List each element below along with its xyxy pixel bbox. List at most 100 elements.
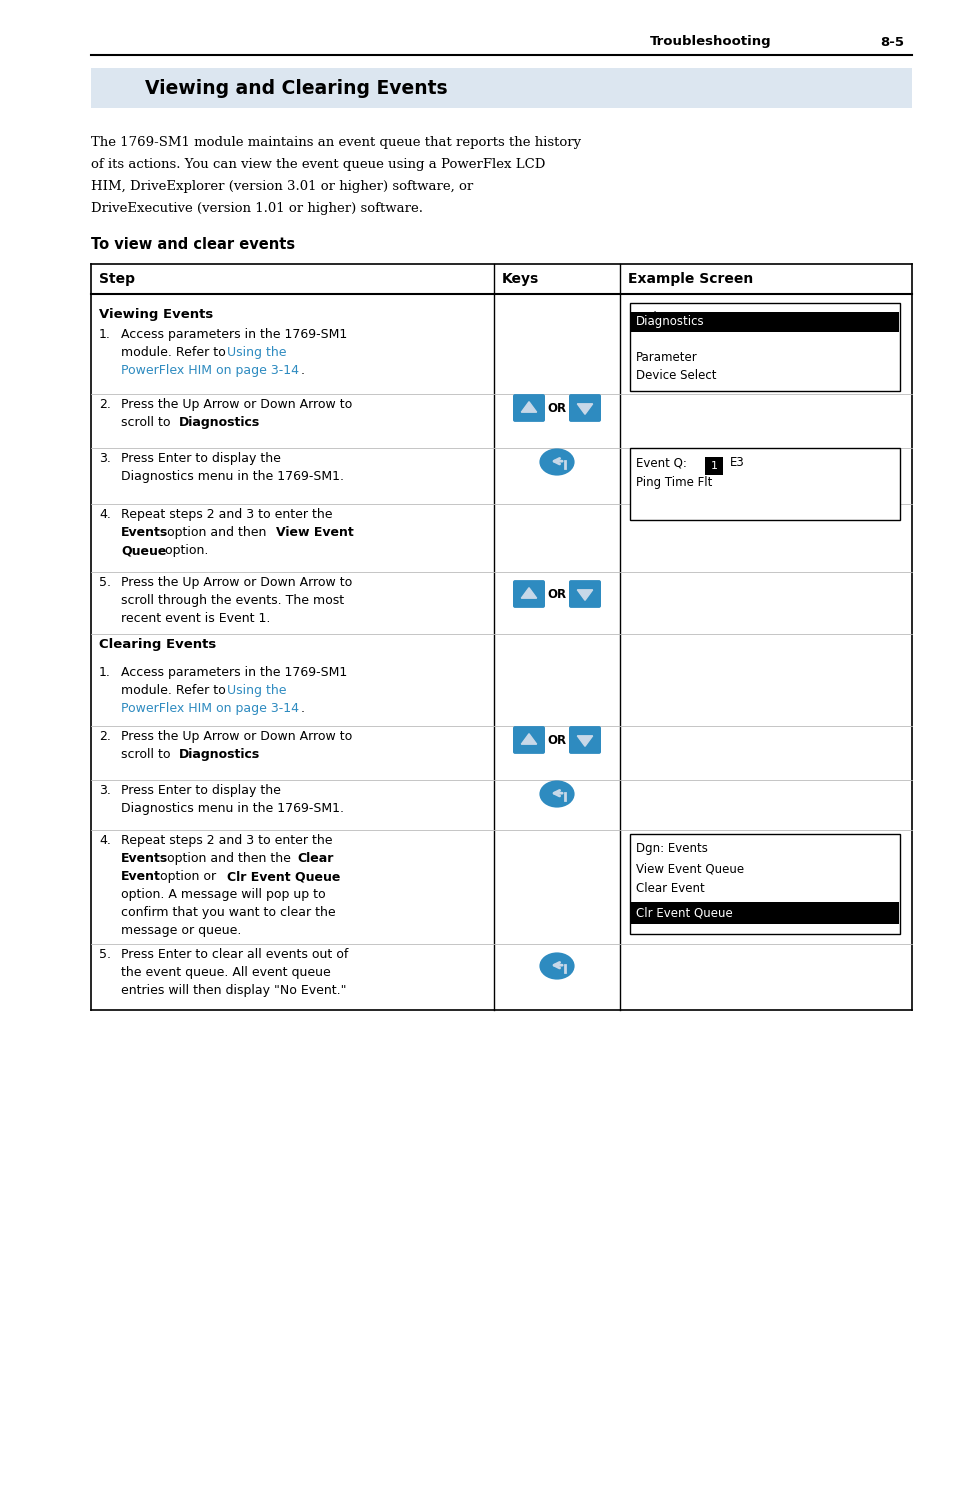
Text: Event Q:: Event Q: [636, 457, 698, 468]
Text: Keys: Keys [501, 272, 538, 286]
Text: Using the: Using the [227, 346, 286, 358]
Text: Access parameters in the 1769-SM1: Access parameters in the 1769-SM1 [121, 329, 347, 341]
Text: 1.: 1. [99, 329, 111, 341]
Text: Dgn: Events: Dgn: Events [636, 842, 707, 855]
Text: Diagnostics menu in the 1769-SM1.: Diagnostics menu in the 1769-SM1. [121, 801, 344, 815]
Text: Press Enter to display the: Press Enter to display the [121, 784, 280, 797]
Text: 1: 1 [710, 461, 717, 471]
Text: .: . [251, 748, 254, 761]
Text: .: . [251, 416, 254, 430]
Text: Example Screen: Example Screen [627, 272, 753, 286]
Polygon shape [577, 590, 592, 601]
Text: Queue: Queue [121, 544, 166, 558]
Text: Press the Up Arrow or Down Arrow to: Press the Up Arrow or Down Arrow to [121, 399, 352, 410]
Text: Clear: Clear [296, 852, 333, 865]
Polygon shape [520, 587, 537, 598]
Ellipse shape [538, 952, 574, 980]
Text: .: . [301, 364, 305, 378]
Text: 3.: 3. [99, 784, 111, 797]
Text: E3: E3 [729, 457, 744, 468]
Bar [91, 68, 911, 109]
Text: Viewing and Clearing Events: Viewing and Clearing Events [145, 79, 447, 98]
Text: 4.: 4. [99, 834, 111, 848]
Polygon shape [577, 404, 592, 415]
Text: Event: Event [121, 870, 161, 883]
Text: Press the Up Arrow or Down Arrow to: Press the Up Arrow or Down Arrow to [121, 575, 352, 589]
Text: Parameter: Parameter [636, 351, 697, 364]
Text: 5.: 5. [99, 575, 111, 589]
Text: Diagnostics menu in the 1769-SM1.: Diagnostics menu in the 1769-SM1. [121, 470, 344, 483]
Text: OR: OR [547, 587, 566, 601]
Text: scroll to: scroll to [121, 748, 174, 761]
Polygon shape [520, 733, 537, 744]
Text: Clr Event Queue: Clr Event Queue [227, 870, 340, 883]
Text: Diagnostics: Diagnostics [179, 416, 260, 430]
Text: Viewing Events: Viewing Events [99, 308, 213, 321]
Text: of its actions. You can view the event queue using a PowerFlex LCD: of its actions. You can view the event q… [91, 158, 545, 171]
Text: 2.: 2. [99, 730, 111, 744]
Polygon shape [520, 401, 537, 412]
Text: Press Enter to clear all events out of: Press Enter to clear all events out of [121, 949, 348, 961]
Text: PowerFlex HIM on page 3-14: PowerFlex HIM on page 3-14 [121, 364, 298, 378]
Text: 5.: 5. [99, 949, 111, 961]
Text: Press the Up Arrow or Down Arrow to: Press the Up Arrow or Down Arrow to [121, 730, 352, 744]
Text: OR: OR [547, 733, 566, 746]
Text: entries will then display "No Event.": entries will then display "No Event." [121, 984, 346, 996]
Text: .: . [301, 702, 305, 715]
Text: option.: option. [161, 544, 208, 558]
Text: Clear Event: Clear Event [636, 882, 704, 895]
Bar [630, 312, 898, 332]
Bar [629, 303, 899, 391]
Text: Ping Time Flt: Ping Time Flt [636, 476, 712, 489]
FancyBboxPatch shape [568, 726, 600, 754]
Text: 1.: 1. [99, 666, 111, 680]
Text: Main Menu:: Main Menu: [636, 311, 703, 324]
Text: Repeat steps 2 and 3 to enter the: Repeat steps 2 and 3 to enter the [121, 834, 333, 848]
FancyBboxPatch shape [513, 580, 544, 608]
Text: 3.: 3. [99, 452, 111, 465]
Text: Step: Step [99, 272, 135, 286]
Text: Device Select: Device Select [636, 369, 716, 382]
Text: Clr Event Queue: Clr Event Queue [636, 907, 732, 919]
Text: 2.: 2. [99, 399, 111, 410]
Text: View Event: View Event [275, 526, 354, 538]
Text: PowerFlex HIM on page 3-14: PowerFlex HIM on page 3-14 [121, 702, 298, 715]
Text: Using the: Using the [227, 684, 286, 697]
Text: To view and clear events: To view and clear events [91, 236, 294, 251]
Bar [630, 903, 898, 923]
Text: Press Enter to display the: Press Enter to display the [121, 452, 280, 465]
Text: OR: OR [547, 401, 566, 415]
Text: scroll to: scroll to [121, 416, 174, 430]
Text: message or queue.: message or queue. [121, 923, 241, 937]
Bar [629, 834, 899, 934]
Text: Diagnostics: Diagnostics [179, 748, 260, 761]
Text: the event queue. All event queue: the event queue. All event queue [121, 967, 331, 978]
Text: 8-5: 8-5 [879, 36, 903, 49]
Text: module. Refer to: module. Refer to [121, 346, 230, 358]
Text: 4.: 4. [99, 509, 111, 520]
Text: Clearing Events: Clearing Events [99, 638, 216, 651]
FancyBboxPatch shape [568, 394, 600, 422]
Text: module. Refer to: module. Refer to [121, 684, 230, 697]
Text: scroll through the events. The most: scroll through the events. The most [121, 593, 344, 607]
Ellipse shape [538, 781, 574, 807]
Bar [704, 457, 722, 474]
Text: confirm that you want to clear the: confirm that you want to clear the [121, 906, 335, 919]
Text: option. A message will pop up to: option. A message will pop up to [121, 888, 325, 901]
FancyBboxPatch shape [513, 726, 544, 754]
Text: Diagnostics: Diagnostics [636, 315, 704, 329]
Text: Access parameters in the 1769-SM1: Access parameters in the 1769-SM1 [121, 666, 347, 680]
FancyBboxPatch shape [513, 394, 544, 422]
Text: HIM, DriveExplorer (version 3.01 or higher) software, or: HIM, DriveExplorer (version 3.01 or high… [91, 180, 473, 193]
FancyBboxPatch shape [568, 580, 600, 608]
Text: Troubleshooting: Troubleshooting [649, 36, 771, 49]
Ellipse shape [538, 449, 574, 476]
Text: Events: Events [121, 526, 168, 538]
Text: The 1769-SM1 module maintains an event queue that reports the history: The 1769-SM1 module maintains an event q… [91, 135, 580, 149]
Bar [629, 448, 899, 520]
Text: Repeat steps 2 and 3 to enter the: Repeat steps 2 and 3 to enter the [121, 509, 333, 520]
Text: View Event Queue: View Event Queue [636, 862, 743, 874]
Text: option and then the: option and then the [163, 852, 294, 865]
Text: Events: Events [121, 852, 168, 865]
Text: option or: option or [156, 870, 220, 883]
